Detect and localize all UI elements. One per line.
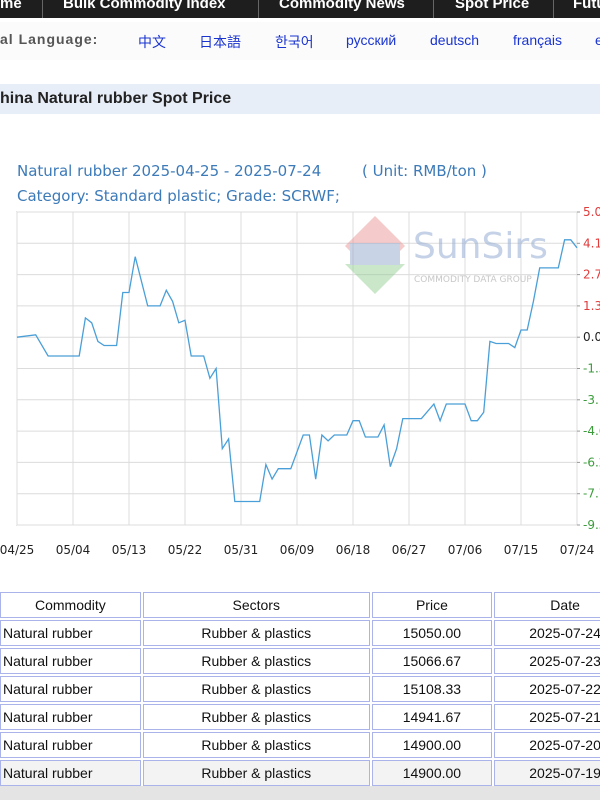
- header-cell: Date: [494, 592, 600, 618]
- watermark: SunSirs: [413, 226, 548, 267]
- x-tick-label: 04/25: [0, 543, 34, 557]
- y-tick-label: 2.7: [583, 268, 600, 282]
- nav-separator: [42, 0, 43, 18]
- table-row: Natural rubber Rubber & plastics 15050.00 2…: [0, 620, 600, 646]
- y-tick-label: -7.7: [583, 487, 600, 501]
- chart-unit: ( Unit: RMB/ton ): [362, 162, 487, 180]
- x-tick-label: 07/06: [448, 543, 483, 557]
- header-cell: Sectors: [142, 592, 370, 618]
- watermark-tagline: COMMODITY DATA GROUP: [414, 275, 532, 285]
- price-table: Commodity Sectors Price Date Natural rubber…: [0, 590, 600, 788]
- language-bar: al Language: 中文 日本語 한국어 русский deutsch …: [0, 22, 600, 60]
- language-label: al Language:: [0, 31, 99, 47]
- x-tick-label: 06/09: [280, 543, 315, 557]
- language-link[interactable]: 中文: [138, 34, 166, 50]
- y-tick-label: 1.3: [583, 299, 600, 313]
- language-link[interactable]: français: [513, 32, 563, 48]
- nav-item[interactable]: Bulk Commodity Index: [63, 0, 226, 12]
- chart-subtitle: Category: Standard plastic; Grade: SCRWF…: [17, 187, 340, 205]
- table-cell: 14900.00: [371, 732, 493, 758]
- x-tick-label: 05/22: [168, 543, 203, 557]
- nav-item[interactable]: me: [0, 0, 22, 12]
- table-cell: 2025-07-21: [494, 704, 600, 730]
- table-cell: Rubber & plastics: [142, 620, 370, 646]
- x-tick-label: 07/24: [560, 543, 595, 557]
- table-row: Natural rubber Rubber & plastics 15108.33 2…: [0, 676, 600, 702]
- y-tick-label: 4.1: [583, 236, 600, 250]
- language-link[interactable]: deutsch: [430, 32, 480, 48]
- nav-separator: [258, 0, 259, 18]
- table-cell: Rubber & plastics: [142, 732, 370, 758]
- y-tick-label: -1.5: [583, 362, 600, 376]
- language-link[interactable]: русский: [346, 32, 397, 48]
- table-cell: 2025-07-20: [494, 732, 600, 758]
- x-tick-label: 05/31: [224, 543, 259, 557]
- table-header-row: Commodity Sectors Price Date: [0, 592, 600, 618]
- nav-item[interactable]: Commodity News: [279, 0, 405, 12]
- x-tick-label: 06/18: [336, 543, 371, 557]
- table-row: Natural rubber Rubber & plastics 14941.67 2…: [0, 704, 600, 730]
- nav-separator: [433, 0, 434, 18]
- y-tick-label: -3.1: [583, 393, 600, 407]
- table-cell: 2025-07-22: [494, 676, 600, 702]
- watermark-logo: [345, 216, 405, 294]
- chart-title: Natural rubber 2025-04-25 - 2025-07-24: [17, 162, 321, 180]
- table-cell: 14941.67: [371, 704, 493, 730]
- table-cell: 2025-07-24: [494, 620, 600, 646]
- table-body: Natural rubber Rubber & plastics 15050.00 2…: [0, 620, 600, 786]
- table-row: Natural rubber Rubber & plastics 14900.00 2…: [0, 760, 600, 786]
- nav-item[interactable]: Futu: [573, 0, 600, 12]
- y-tick-label: -6.2: [583, 455, 600, 469]
- table-cell: Rubber & plastics: [142, 704, 370, 730]
- price-line: [16, 239, 578, 503]
- y-tick-label: 0.0: [583, 330, 600, 344]
- language-link[interactable]: 日本語: [199, 34, 241, 50]
- nav-separator: [553, 0, 554, 18]
- table-cell: 14900.00: [371, 760, 493, 786]
- table-row: Natural rubber Rubber & plastics 15066.67 2…: [0, 648, 600, 674]
- y-tick-label: 5.0: [583, 205, 600, 219]
- table-cell: Natural rubber: [0, 648, 141, 674]
- table-cell: 15066.67: [371, 648, 493, 674]
- language-link[interactable]: 한국어: [275, 34, 314, 50]
- table-cell: Natural rubber: [0, 760, 141, 786]
- table-cell: Natural rubber: [0, 620, 141, 646]
- x-tick-label: 05/04: [56, 543, 91, 557]
- nav-item[interactable]: Spot Price: [455, 0, 530, 12]
- y-tick-label: -9.3: [583, 518, 600, 532]
- language-link[interactable]: e: [595, 32, 600, 48]
- nav-bar: me Bulk Commodity Index Commodity News S…: [0, 0, 600, 18]
- heading-text: hina Natural rubber Spot Price: [0, 90, 232, 107]
- table-cell: 2025-07-23: [494, 648, 600, 674]
- logo-diamond: [345, 216, 405, 276]
- table-cell: Natural rubber: [0, 704, 141, 730]
- table-cell: Natural rubber: [0, 676, 141, 702]
- logo-band: [350, 243, 400, 265]
- header-cell: Commodity: [0, 592, 141, 618]
- table-cell: Rubber & plastics: [142, 676, 370, 702]
- table-cell: 2025-07-19: [494, 760, 600, 786]
- table-cell: Rubber & plastics: [142, 648, 370, 674]
- y-tick-label: -4.6: [583, 424, 600, 438]
- logo-diamond-lower: [345, 264, 405, 294]
- table-cell: 15050.00: [371, 620, 493, 646]
- table-row: Natural rubber Rubber & plastics 14900.00 2…: [0, 732, 600, 758]
- table-cell: 15108.33: [371, 676, 493, 702]
- table-cell: Rubber & plastics: [142, 760, 370, 786]
- x-tick-label: 06/27: [392, 543, 427, 557]
- table-cell: Natural rubber: [0, 732, 141, 758]
- x-tick-label: 07/15: [504, 543, 539, 557]
- section-heading: hina Natural rubber Spot Price: [0, 84, 600, 114]
- grid: [16, 211, 578, 526]
- footer-bar: [0, 786, 600, 800]
- x-tick-label: 05/13: [112, 543, 147, 557]
- chart: SunSirs COMMODITY DATA GROUP Natural rub…: [0, 162, 600, 557]
- header-cell: Price: [371, 592, 493, 618]
